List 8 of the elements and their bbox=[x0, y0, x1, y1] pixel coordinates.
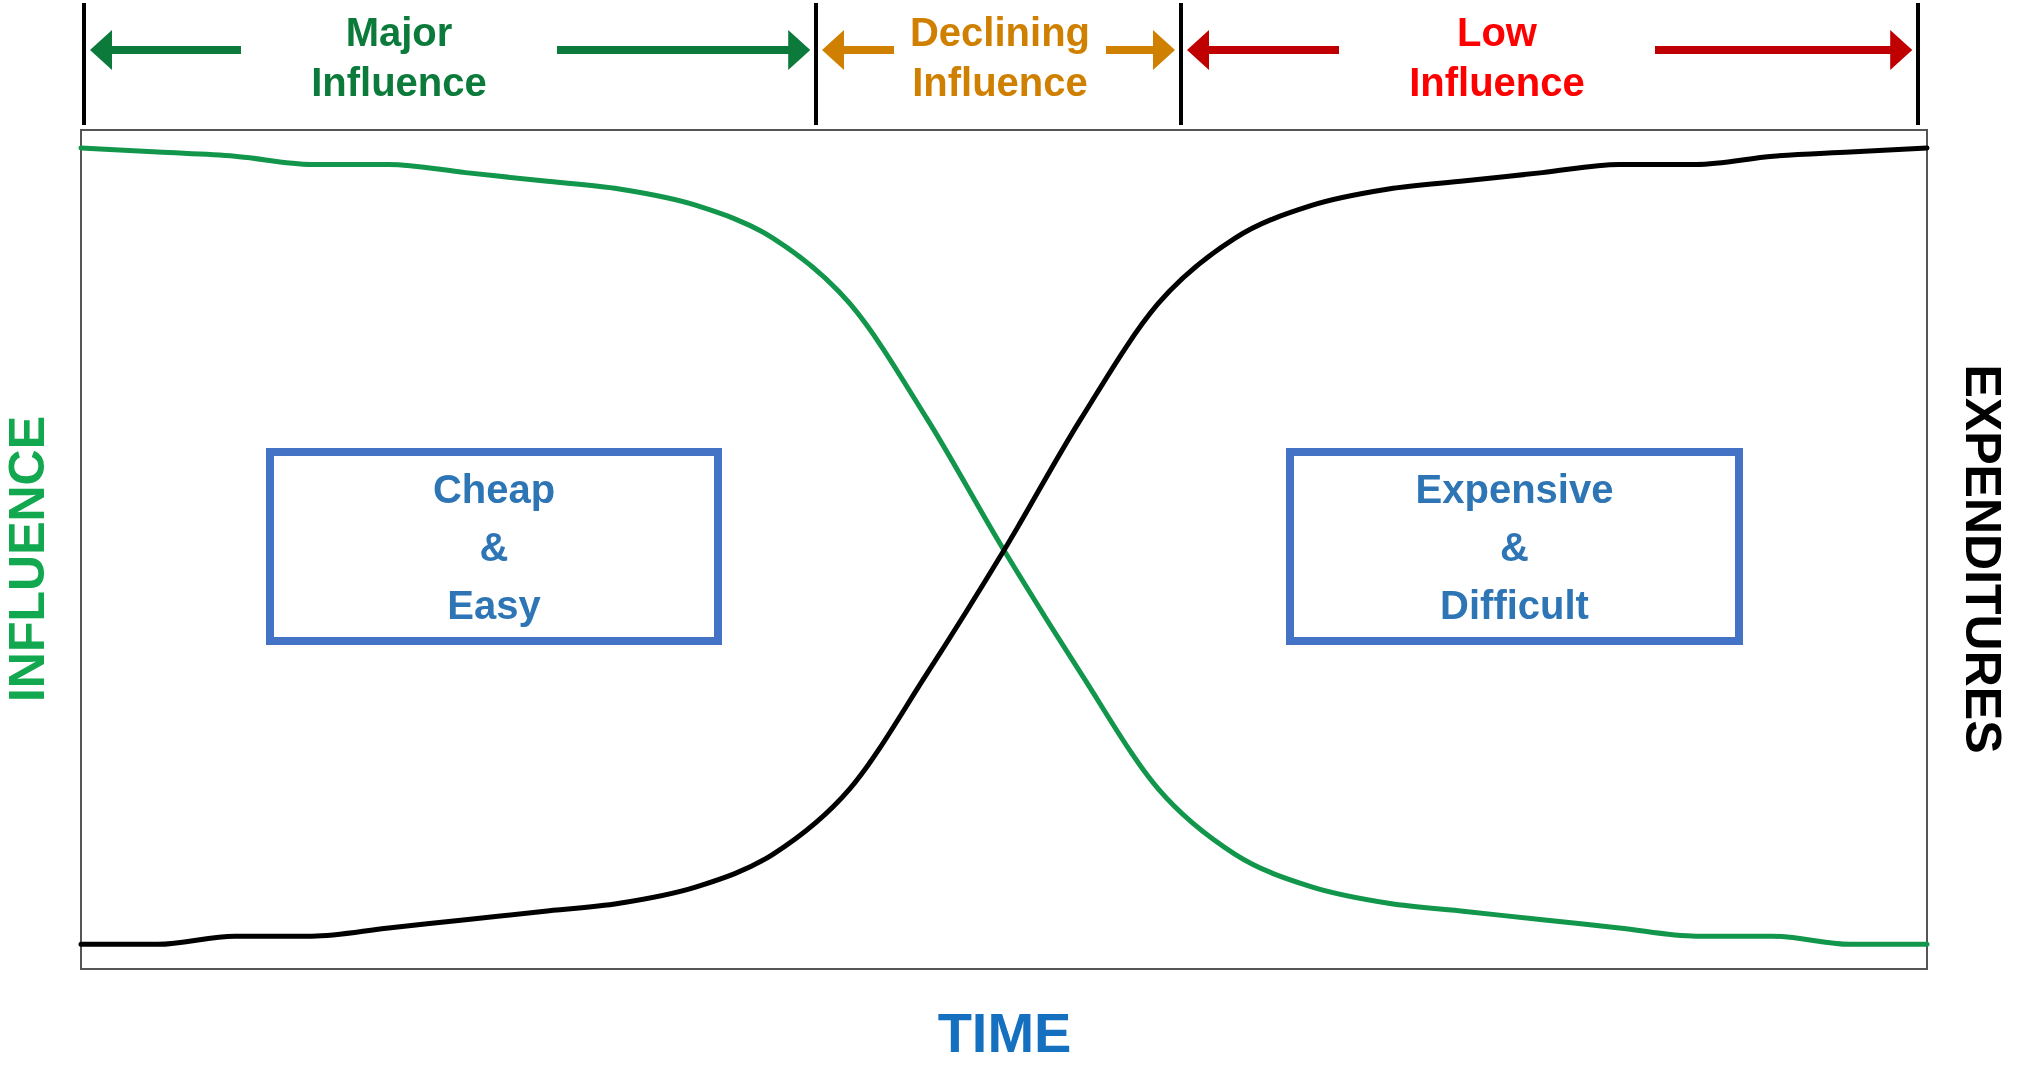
x-axis-title: TIME bbox=[937, 1000, 1072, 1064]
text: Declining Influence bbox=[909, 9, 1091, 106]
y2-axis-title: EXPENDITURES bbox=[1954, 364, 2011, 754]
y-axis-title: INFLUENCE bbox=[0, 415, 55, 703]
annotation: Expensive & Difficult bbox=[1415, 466, 1614, 629]
text: Low Influence bbox=[1409, 9, 1585, 106]
annotation: Cheap & Easy bbox=[432, 466, 556, 629]
text: Major Influence bbox=[311, 9, 487, 106]
